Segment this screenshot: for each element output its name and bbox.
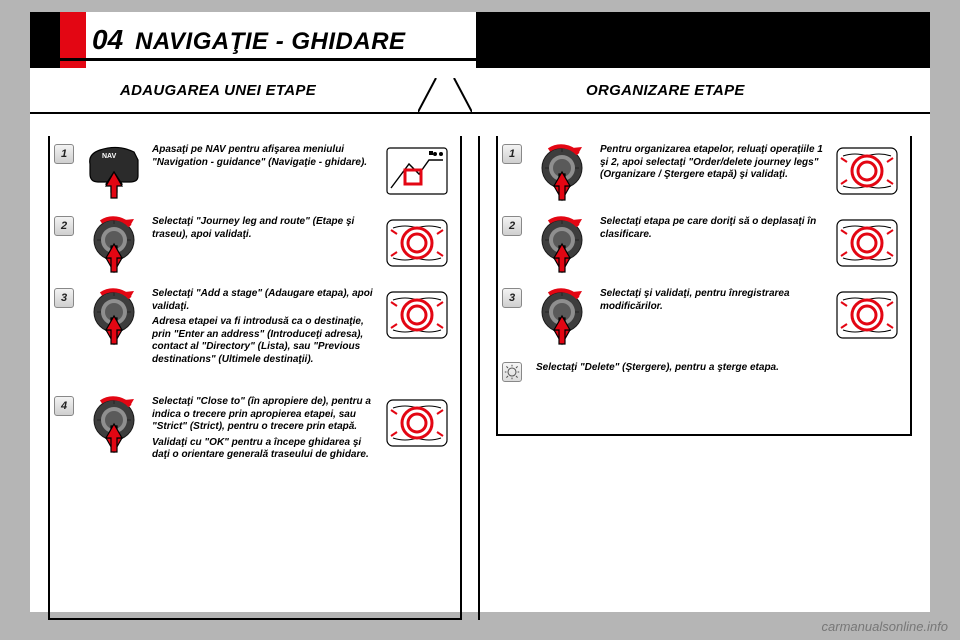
rotary-dial-icon [82,394,146,454]
header-rule [30,58,930,61]
step-number-badge: 3 [502,288,522,308]
left-step-2: 2 Selectaţi "Journey leg and route" (Eta… [50,208,460,280]
left-step-4: 4 Selectaţi "Close to" (în apropiere de)… [50,388,460,496]
right-steps-frame: 1 Pentru organizarea etapelor, reluaţi o… [496,136,912,436]
rotary-dial-icon [530,214,594,274]
section-title-left: ADAUGAREA UNEI ETAPE [120,82,316,99]
section-divider-rule [30,112,930,114]
step-text-sub: Adresa etapei va fi introdusă ca o desti… [152,316,376,366]
rotary-dial-icon [530,286,594,346]
map-thumb-icon [384,144,450,198]
right-step-1: 1 Pentru organizarea etapelor, reluaţi o… [498,136,910,208]
scroll-knob-icon [384,288,450,342]
scroll-knob-icon [834,288,900,342]
step-text: Pentru organizarea etapelor, reluaţi ope… [600,142,828,182]
rotary-dial-icon [530,142,594,202]
section-title-right: ORGANIZARE ETAPE [586,82,745,99]
step-text: Selectaţi "Add a stage" (Adaugare etapa)… [152,286,378,382]
step-number-badge: 2 [502,216,522,236]
section-header-band: ADAUGAREA UNEI ETAPE ORGANIZARE ETAPE [30,68,930,126]
section-divider-tab [418,78,472,112]
step-text-sub: Validaţi cu "OK" pentru a începe ghidare… [152,437,376,462]
right-note-text: Selectaţi "Delete" (Ştergere), pentru a … [530,360,904,382]
step-number-badge: 3 [54,288,74,308]
scroll-knob-icon [834,144,900,198]
step-text: Selectaţi "Journey leg and route" (Etape… [152,214,378,241]
watermark: carmanualsonline.info [822,619,948,634]
step-text: Selectaţi şi validaţi, pentru înregistra… [600,286,828,313]
manual-page: 04 NAVIGAŢIE - GHIDARE ADAUGAREA UNEI ET… [30,12,930,612]
step-number-badge: 1 [502,144,522,164]
chapter-title: NAVIGAŢIE - GHIDARE [135,28,405,56]
left-steps-frame: 1 Apasaţi pe NAV pentru afişarea meniulu… [48,136,462,620]
left-step-3: 3 Selectaţi "Add a stage" (Adaugare etap… [50,280,460,388]
step-number-badge: 4 [54,396,74,416]
step-text-main: Selectaţi "Add a stage" (Adaugare etapa)… [152,288,373,312]
scroll-knob-icon [834,216,900,270]
step-text: Selectaţi etapa pe care doriţi să o depl… [600,214,828,241]
chapter-number: 04 [92,24,123,56]
scroll-knob-icon [384,396,450,450]
step-number-badge: 2 [54,216,74,236]
rotary-dial-icon [82,286,146,346]
rotary-dial-icon [82,214,146,274]
scroll-knob-icon [384,216,450,270]
info-icon [502,362,522,382]
step-text: Selectaţi "Close to" (în apropiere de), … [152,394,378,490]
right-step-3: 3 Selectaţi şi validaţi, pentru înregist… [498,280,910,352]
step-text-main: Selectaţi "Close to" (în apropiere de), … [152,396,371,432]
left-step-1: 1 Apasaţi pe NAV pentru afişarea meniulu… [50,136,460,208]
nav-button-icon [82,142,146,202]
right-step-2: 2 Selectaţi etapa pe care doriţi să o de… [498,208,910,280]
step-number-badge: 1 [54,144,74,164]
watermark-text: carmanualsonline.info [822,619,948,634]
step-text: Apasaţi pe NAV pentru afişarea meniului … [152,142,378,169]
chapter-header: 04 NAVIGAŢIE - GHIDARE [30,12,930,68]
right-note-row: Selectaţi "Delete" (Ştergere), pentru a … [498,352,910,382]
